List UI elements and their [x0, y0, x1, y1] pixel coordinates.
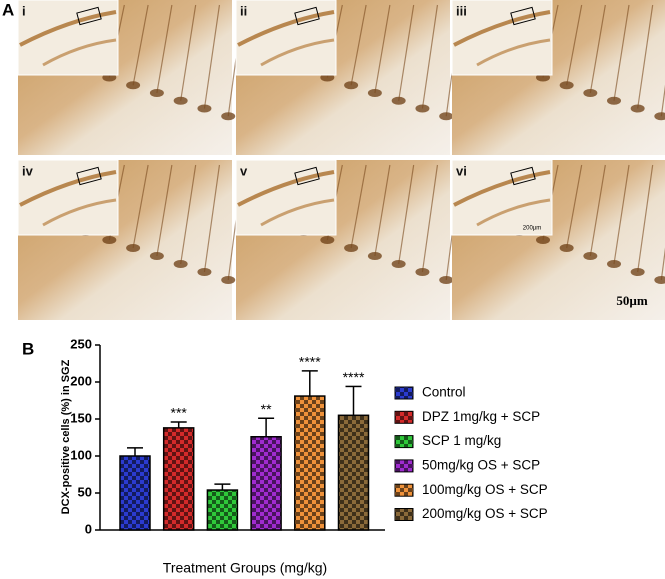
bar: [162, 427, 195, 531]
image-label: ii: [240, 3, 247, 18]
inset-scale: 200µm: [523, 226, 541, 232]
image-label: v: [240, 163, 248, 178]
scale-bar: 50µm: [616, 293, 647, 308]
bar: [294, 395, 326, 531]
legend-swatch: [394, 435, 414, 449]
significance: **: [261, 401, 272, 417]
bar: [206, 489, 239, 531]
significance: ****: [299, 354, 321, 370]
image-label: iii: [456, 3, 467, 18]
legend-label: 100mg/kg OS + SCP: [422, 482, 548, 497]
micrograph: i: [17, 0, 244, 155]
panel-label: A: [2, 0, 14, 19]
bar-chart: DCX-positive cells (%) in SGZ Treatment …: [60, 336, 548, 575]
y-tick-label: 250: [70, 336, 92, 351]
bar: [250, 436, 282, 531]
legend-swatch: [394, 483, 414, 497]
image-label: i: [22, 3, 26, 18]
y-tick-label: 200: [70, 373, 92, 388]
micrograph: iii: [451, 0, 665, 155]
y-tick-label: 100: [70, 447, 92, 462]
significance: ***: [171, 405, 188, 421]
bar: [119, 455, 151, 531]
legend-swatch: [394, 410, 414, 424]
legend-label: Control: [422, 385, 466, 400]
y-tick-label: 0: [85, 521, 92, 536]
micrograph: vi 200µm 50µm: [451, 159, 665, 320]
y-tick-label: 150: [70, 410, 92, 425]
y-axis-label: DCX-positive cells (%) in SGZ: [60, 359, 72, 514]
y-tick-label: 50: [78, 484, 92, 499]
bar: [337, 414, 370, 531]
legend-label: SCP 1 mg/kg: [422, 433, 501, 448]
legend-swatch: [394, 459, 414, 473]
image-label: vi: [456, 163, 467, 178]
legend-label: DPZ 1mg/kg + SCP: [422, 409, 540, 424]
legend-swatch: [394, 508, 414, 521]
legend-swatch: [394, 386, 414, 400]
micrograph: iv: [17, 159, 244, 320]
legend-label: 50mg/kg OS + SCP: [422, 457, 540, 472]
panel-label: B: [22, 339, 34, 358]
x-axis-label: Treatment Groups (mg/kg): [163, 560, 327, 576]
legend-label: 200mg/kg OS + SCP: [422, 506, 548, 521]
significance: ****: [343, 369, 365, 385]
image-label: iv: [22, 163, 34, 178]
micrograph: v: [235, 159, 462, 320]
micrograph: ii: [235, 0, 462, 155]
